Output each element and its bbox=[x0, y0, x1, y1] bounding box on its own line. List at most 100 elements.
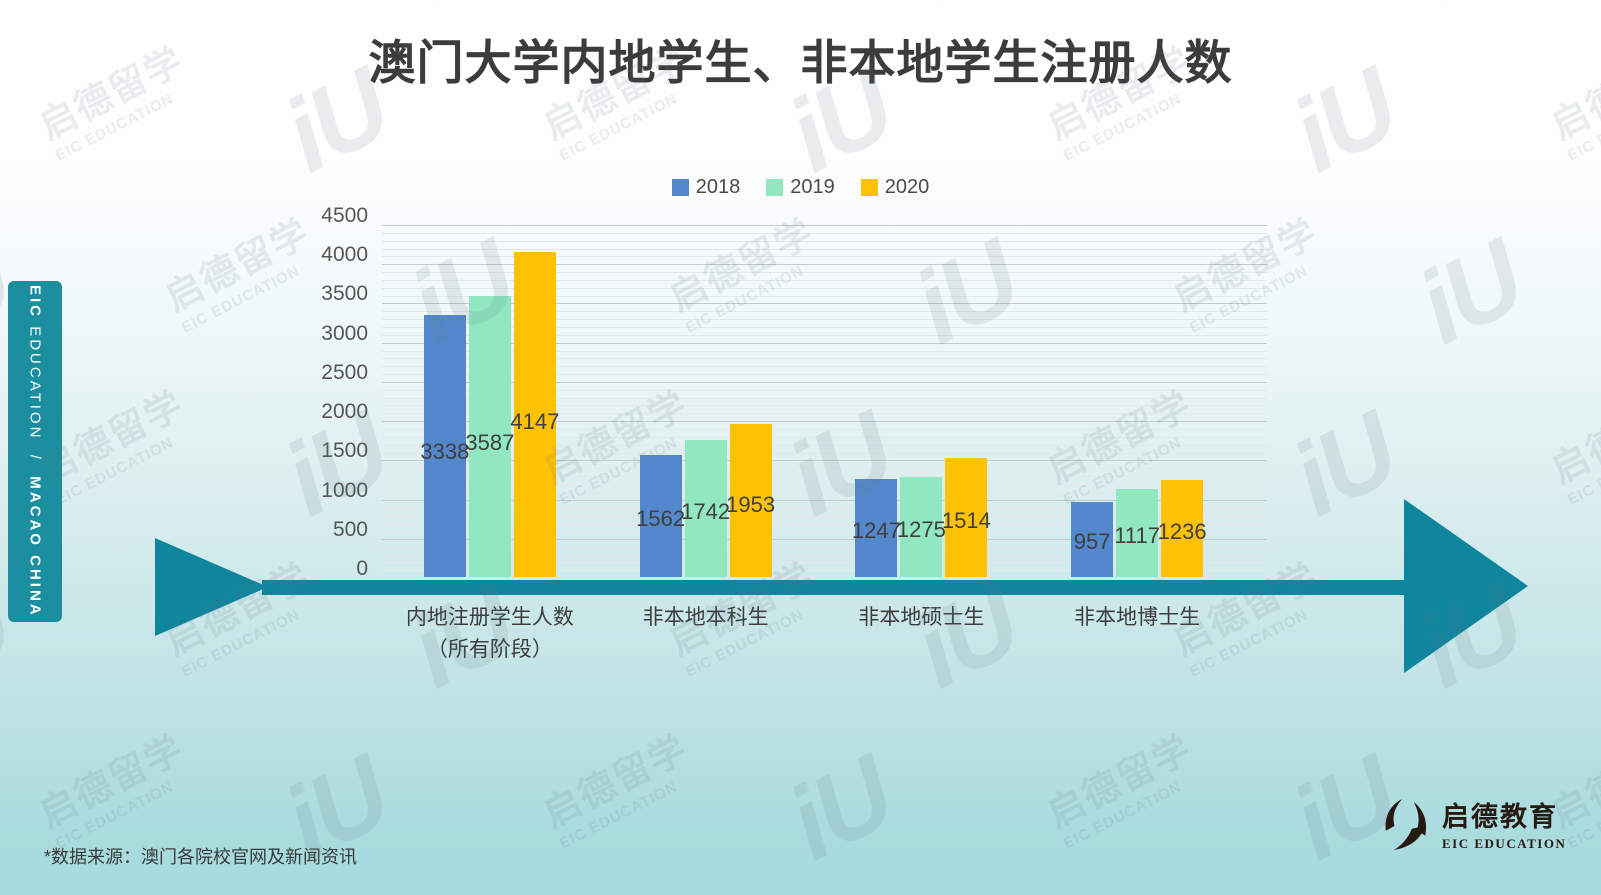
bar-value-2019-cat2: 1275 bbox=[896, 517, 946, 542]
bar-value-2018-cat1: 1562 bbox=[636, 506, 686, 532]
gridline bbox=[382, 405, 1267, 407]
gridline bbox=[382, 287, 1267, 289]
bar-value-2018-cat0: 3338 bbox=[420, 439, 470, 465]
gridline bbox=[382, 530, 1267, 532]
gridline bbox=[382, 476, 1267, 477]
bar-2020-cat2 bbox=[945, 458, 988, 577]
gridline bbox=[382, 381, 1267, 383]
brand-name-cn: 启德教育 bbox=[1442, 802, 1558, 832]
gridline bbox=[382, 240, 1267, 242]
gridline bbox=[382, 491, 1267, 493]
sidebar-label-eic: EIC bbox=[26, 285, 44, 320]
y-tick-1000: 1000 bbox=[321, 478, 368, 502]
gridline bbox=[382, 429, 1267, 430]
bar-2018-cat1 bbox=[639, 454, 682, 577]
brand-logo: 启德教育 EIC EDUCATION bbox=[1382, 795, 1566, 852]
category-label-3: 非本地博士生 bbox=[1074, 606, 1201, 629]
bar-2018-cat2 bbox=[855, 479, 898, 577]
gridline bbox=[382, 468, 1267, 470]
gridline bbox=[382, 342, 1267, 344]
category-label-1: 非本地本科生 bbox=[642, 606, 769, 629]
gridline bbox=[382, 570, 1267, 572]
gridline bbox=[382, 272, 1267, 274]
bar-2020-cat0 bbox=[513, 251, 556, 577]
gridline bbox=[382, 515, 1267, 517]
gridline bbox=[382, 225, 1267, 226]
gridline bbox=[382, 232, 1267, 234]
bar-value-2019-cat1: 1742 bbox=[681, 499, 731, 525]
eic-flame-icon bbox=[1385, 798, 1427, 850]
y-tick-1500: 1500 bbox=[321, 439, 368, 463]
gridline bbox=[382, 413, 1267, 415]
gridline bbox=[382, 523, 1267, 525]
gridline bbox=[382, 421, 1267, 423]
bar-2019-cat1 bbox=[684, 440, 727, 577]
sidebar-region-tab: EIC EDUCATION / MACAO CHINA bbox=[8, 281, 62, 622]
gridline bbox=[382, 444, 1267, 446]
bar-2020-cat1 bbox=[729, 423, 772, 577]
bar-2019-cat0 bbox=[468, 295, 511, 577]
gridline bbox=[382, 562, 1267, 564]
sidebar-label-macao-china: MACAO CHINA bbox=[26, 476, 44, 618]
legend-swatch-2020 bbox=[860, 179, 878, 196]
sidebar-region-label: EIC EDUCATION / MACAO CHINA bbox=[27, 285, 44, 618]
bar-value-2020-cat0: 4147 bbox=[510, 408, 560, 434]
bar-value-2020-cat1: 1953 bbox=[726, 491, 776, 517]
bar-value-2019-cat0: 3587 bbox=[465, 429, 515, 455]
bar-2019-cat3 bbox=[1116, 489, 1159, 577]
bar-2018-cat0 bbox=[423, 315, 466, 577]
gridline bbox=[382, 279, 1267, 281]
legend-item-2019: 2019 bbox=[766, 176, 835, 199]
gridline bbox=[382, 248, 1267, 250]
gridline bbox=[382, 358, 1267, 360]
bar-value-2019-cat3: 1117 bbox=[1114, 522, 1160, 548]
gridline bbox=[382, 483, 1267, 485]
chart-title: 澳门大学内地学生、非本地学生注册人数 bbox=[368, 36, 1233, 89]
data-source-footnote: *数据来源：澳门各院校官网及新闻资讯 bbox=[44, 847, 358, 867]
gridline bbox=[382, 264, 1267, 266]
bar-2020-cat3 bbox=[1161, 480, 1204, 577]
y-tick-3500: 3500 bbox=[321, 282, 368, 306]
legend-label-2019: 2019 bbox=[790, 176, 835, 198]
gridline bbox=[382, 366, 1267, 368]
gridline bbox=[382, 319, 1267, 321]
y-tick-2500: 2500 bbox=[321, 360, 368, 384]
bar-2019-cat2 bbox=[900, 477, 943, 577]
gridline bbox=[382, 546, 1267, 548]
legend-item-2020: 2020 bbox=[860, 176, 930, 199]
gridline bbox=[382, 327, 1267, 328]
gridline bbox=[382, 256, 1267, 258]
gridline bbox=[382, 460, 1267, 462]
gridline bbox=[382, 436, 1267, 438]
gridline bbox=[382, 389, 1267, 391]
gridline bbox=[382, 538, 1267, 540]
bar-value-2018-cat2: 1247 bbox=[851, 518, 901, 543]
brand-text: 启德教育 EIC EDUCATION bbox=[1442, 795, 1566, 852]
gridline bbox=[382, 295, 1267, 297]
gridline bbox=[382, 452, 1267, 454]
legend-label-2020: 2020 bbox=[884, 176, 930, 198]
y-tick-4500: 4500 bbox=[321, 204, 368, 227]
gridline bbox=[382, 311, 1267, 313]
gridline bbox=[382, 303, 1267, 305]
legend-swatch-2019 bbox=[766, 179, 784, 196]
y-tick-3000: 3000 bbox=[321, 321, 368, 345]
bar-value-2018-cat3: 957 bbox=[1073, 529, 1111, 554]
bar-value-2020-cat3: 1236 bbox=[1157, 518, 1207, 544]
gridline bbox=[382, 334, 1267, 336]
y-tick-0: 0 bbox=[356, 557, 368, 580]
gridline bbox=[382, 507, 1267, 509]
legend-label-2018: 2018 bbox=[695, 176, 741, 198]
bar-2018-cat3 bbox=[1071, 501, 1114, 577]
gridline bbox=[382, 374, 1267, 375]
category-label-2: 非本地硕士生 bbox=[858, 606, 985, 629]
y-tick-2000: 2000 bbox=[321, 400, 368, 424]
y-tick-500: 500 bbox=[332, 517, 368, 541]
sidebar-label-separator: / bbox=[26, 454, 44, 463]
gridline bbox=[382, 554, 1267, 556]
legend-swatch-2018 bbox=[671, 179, 689, 196]
bar-value-2020-cat2: 1514 bbox=[941, 508, 991, 533]
gridline bbox=[382, 397, 1267, 399]
